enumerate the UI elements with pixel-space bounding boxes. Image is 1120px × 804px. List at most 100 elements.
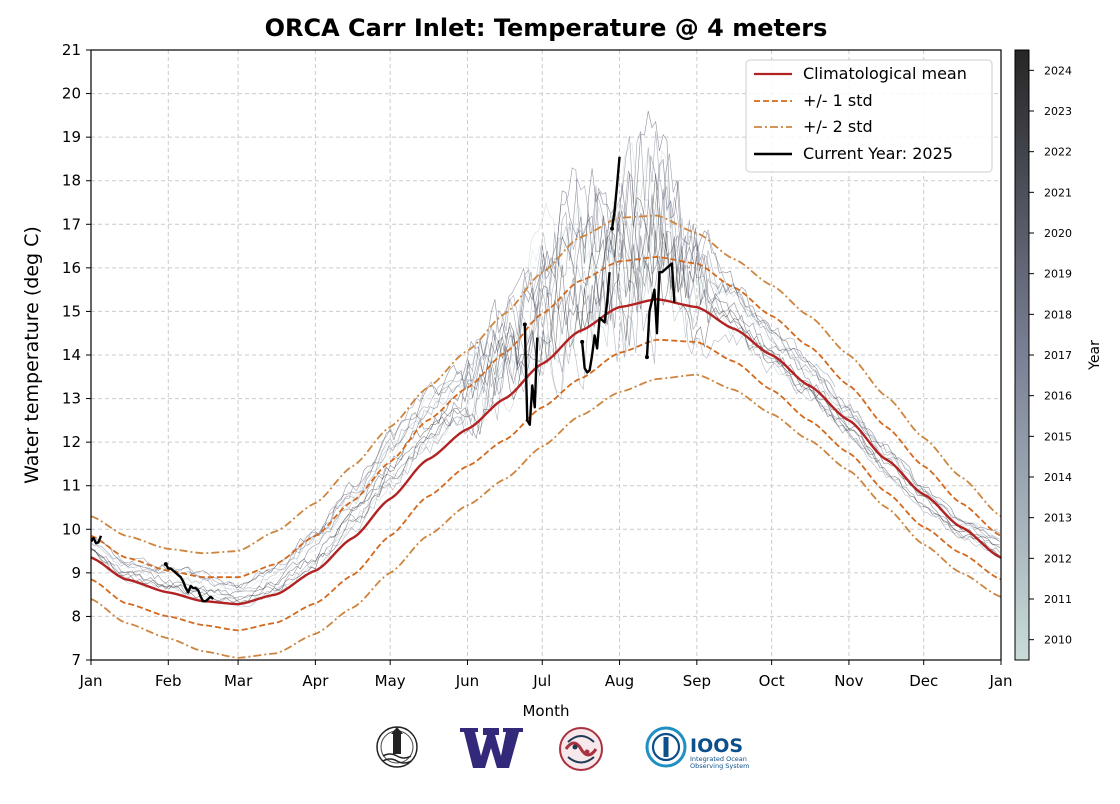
x-tick-label: Jan (78, 672, 102, 690)
colorbar-tick-label: 2013 (1044, 512, 1072, 525)
current-year-segment (610, 156, 621, 229)
historical-year-line (91, 230, 1000, 604)
colorbar-gradient (1014, 49, 1030, 661)
legend-label-mean: Climatological mean (803, 64, 967, 83)
x-tick-label: Jul (532, 672, 551, 690)
y-tick-label: 13 (62, 390, 81, 408)
historical-year-line (91, 199, 877, 608)
colorbar-tick-label: 2019 (1044, 268, 1072, 281)
historical-year-line (91, 131, 836, 589)
colorbar-tick-label: 2012 (1044, 552, 1072, 565)
historical-year-line (243, 240, 999, 607)
y-tick-label: 14 (62, 346, 81, 364)
colorbar-tick-label: 2022 (1044, 146, 1072, 159)
x-tick-label: Apr (302, 672, 329, 690)
colorbar-tick-label: 2024 (1044, 64, 1072, 77)
climatological-mean-line (91, 298, 1001, 606)
legend-label-std1: +/- 1 std (803, 91, 873, 110)
current-year-segment-start (644, 355, 649, 360)
historical-year-line (91, 229, 1001, 602)
orca-native-art-logo (559, 727, 603, 771)
colorbar-tick-label: 2020 (1044, 227, 1072, 240)
chart-title: ORCA Carr Inlet: Temperature @ 4 meters (265, 14, 828, 42)
std1-lower-line (91, 338, 1001, 632)
ioos-logo-subtitle-1: Integrated Ocean (690, 755, 747, 763)
y-tick-label: 17 (62, 215, 81, 233)
plot-area (91, 110, 1001, 659)
x-axis-ticks: Jan Feb Mar Apr May Jun Jul Aug Sep Oct Nov Dec Jan (78, 660, 1013, 690)
x-tick-label: May (375, 672, 406, 690)
current-year-segment (523, 324, 539, 426)
colorbar-tick-label: 2014 (1044, 471, 1072, 484)
y-axis-ticks: 7 8 9 10 11 12 13 14 15 16 17 18 19 20 21 (62, 41, 91, 669)
colorbar-ticks: 2010 2011 2012 2013 2014 2015 2016 2017 2018 2019… (1029, 64, 1072, 647)
std2-lower-line (91, 373, 1001, 659)
y-axis-label: Water temperature (deg C) (21, 226, 43, 484)
current-year-segment (580, 272, 611, 374)
historical-year-line (91, 194, 881, 601)
current-year-segment (645, 262, 676, 358)
current-year-segment-start (163, 562, 168, 567)
ioos-logo: IOOS Integrated Ocean Observing System (645, 726, 750, 770)
climatology-lines (91, 214, 1001, 659)
x-tick-label: Sep (683, 672, 711, 690)
current-year-segment-start (610, 226, 615, 231)
logos: IOOS Integrated Ocean Observing System (376, 726, 750, 771)
legend-box (745, 59, 993, 173)
y-tick-label: 16 (62, 259, 81, 277)
historical-year-line (91, 160, 1000, 591)
ioos-logo-subtitle-2: Observing System (690, 762, 750, 770)
y-tick-label: 12 (62, 433, 81, 451)
colorbar-tick-label: 2010 (1044, 634, 1072, 647)
x-tick-label: Nov (834, 672, 863, 690)
y-tick-label: 10 (62, 520, 81, 538)
x-tick-label: Mar (224, 672, 253, 690)
colorbar-tick-label: 2018 (1044, 308, 1072, 321)
colorbar-tick-label: 2021 (1044, 186, 1072, 199)
noaa-lighthouse-logo (376, 726, 418, 768)
x-tick-label: Feb (155, 672, 182, 690)
y-tick-label: 20 (62, 85, 81, 103)
current-year-lines (91, 156, 676, 603)
historical-year-line (91, 131, 1000, 589)
historical-year-line (257, 141, 999, 582)
colorbar-tick-label: 2015 (1044, 430, 1072, 443)
colorbar-tick-label: 2011 (1044, 593, 1072, 606)
y-tick-label: 7 (71, 651, 81, 669)
colorbar-label: Year (1087, 340, 1103, 371)
std2-upper-line (91, 214, 1001, 555)
legend-label-current: Current Year: 2025 (803, 144, 953, 163)
y-tick-label: 11 (62, 477, 81, 495)
x-tick-label: Jan (988, 672, 1012, 690)
current-year-segment-start (522, 322, 527, 327)
colorbar-tick-label: 2023 (1044, 105, 1072, 118)
colorbar: 2010 2011 2012 2013 2014 2015 2016 2017 2018 2019… (1014, 49, 1103, 661)
current-year-segment (91, 535, 103, 545)
x-tick-label: Oct (759, 672, 785, 690)
x-tick-label: Dec (909, 672, 938, 690)
y-tick-label: 9 (71, 564, 81, 582)
historical-year-line (91, 110, 1000, 589)
historical-year-line (330, 173, 1000, 546)
std1-upper-line (91, 256, 1001, 579)
y-tick-label: 8 (71, 607, 81, 625)
colorbar-tick-label: 2016 (1044, 390, 1072, 403)
historical-year-line (295, 153, 999, 554)
x-axis-label: Month (522, 702, 569, 720)
historical-lines (91, 110, 1001, 608)
historical-year-line (91, 207, 1000, 605)
ioos-logo-text: IOOS (690, 735, 743, 757)
y-tick-label: 15 (62, 302, 81, 320)
legend: Climatological mean +/- 1 std +/- 2 std … (745, 59, 993, 173)
current-year-segment (164, 563, 214, 603)
legend-label-std2: +/- 2 std (803, 117, 873, 136)
historical-year-line (91, 153, 1000, 594)
uw-w-logo (460, 728, 523, 768)
y-tick-label: 19 (62, 128, 81, 146)
x-tick-label: Jun (455, 672, 479, 690)
y-tick-label: 18 (62, 172, 81, 190)
current-year-segment-start (580, 339, 585, 344)
y-tick-label: 21 (62, 41, 81, 59)
